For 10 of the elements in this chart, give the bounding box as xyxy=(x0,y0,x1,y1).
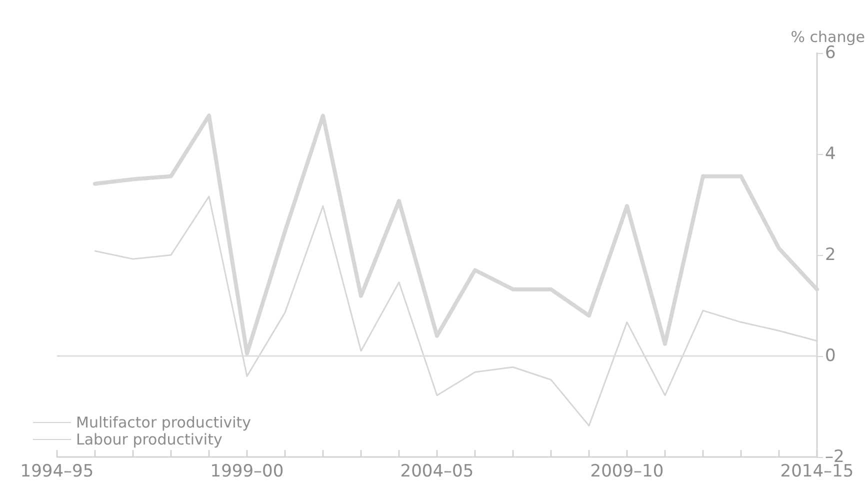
legend-label: Labour productivity xyxy=(76,430,222,448)
x-tick-label: 1999–00 xyxy=(210,462,284,482)
legend-label: Multifactor productivity xyxy=(76,414,252,432)
x-tick-label: 2004–05 xyxy=(400,462,474,482)
y-tick-label: 4 xyxy=(825,144,836,164)
x-tick-label: 2009–10 xyxy=(590,462,664,482)
x-tick-label: 2014–15 xyxy=(780,462,854,482)
y-tick-label: 0 xyxy=(825,346,836,366)
y-tick-label: 2 xyxy=(825,245,836,265)
x-tick-label: 1994–95 xyxy=(20,462,94,482)
